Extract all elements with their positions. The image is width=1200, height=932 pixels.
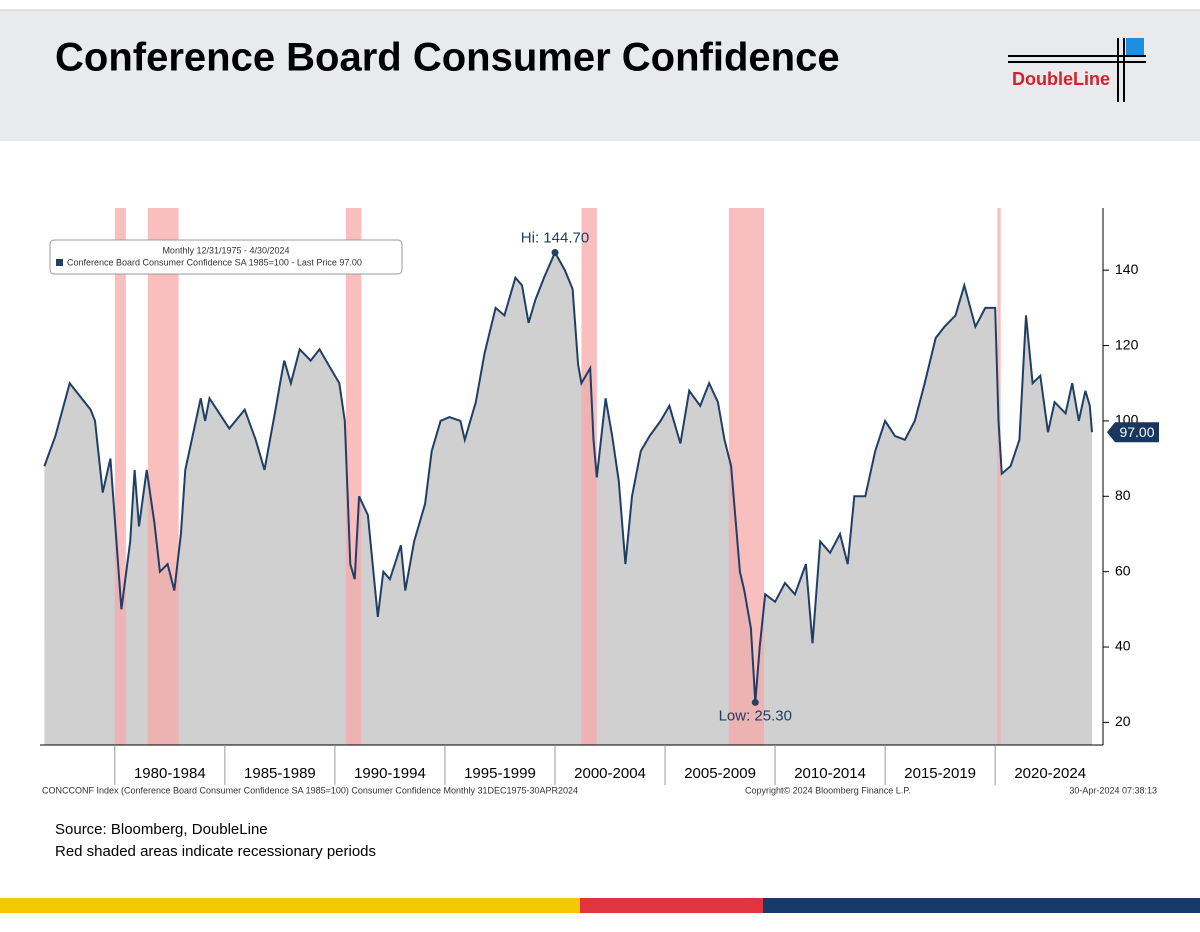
legend-swatch	[56, 259, 63, 266]
header-band	[0, 10, 1200, 141]
logo-text: DoubleLine	[1012, 69, 1110, 89]
legend-header: Monthly 12/31/1975 - 4/30/2024	[162, 245, 289, 255]
extreme-marker	[551, 248, 559, 256]
y-tick-label: 20	[1115, 713, 1131, 729]
annotation: Low: 25.30	[719, 707, 792, 724]
footer-right: 30-Apr-2024 07:38:13	[1069, 785, 1157, 795]
color-bar	[0, 898, 580, 913]
x-tick-label: 2000-2004	[574, 765, 646, 782]
x-tick-label: 1985-1989	[244, 765, 316, 782]
area	[44, 252, 1092, 745]
recession-band	[581, 208, 597, 745]
x-tick-label: 1995-1999	[464, 765, 536, 782]
y-tick-label: 40	[1115, 638, 1131, 654]
x-tick-label: 2015-2019	[904, 765, 976, 782]
color-bar	[580, 898, 763, 913]
y-tick-label: 60	[1115, 562, 1131, 578]
y-tick-label: 80	[1115, 487, 1131, 503]
last-price-tag	[1107, 422, 1159, 443]
x-tick-label: 2020-2024	[1014, 765, 1086, 782]
footer-center: Copyright© 2024 Bloomberg Finance L.P.	[745, 785, 911, 795]
annotation: Hi: 144.70	[521, 229, 589, 246]
extreme-marker	[751, 698, 759, 706]
line	[43, 250, 1093, 703]
last-price-label: 97.00	[1119, 424, 1154, 440]
logo-square	[1126, 38, 1144, 56]
recession-band	[147, 208, 179, 745]
recession-band	[114, 208, 126, 745]
recession-band	[345, 208, 362, 745]
recession-band	[997, 208, 1001, 745]
legend-box	[49, 239, 403, 275]
x-tick-label: 2005-2009	[684, 765, 756, 782]
slide-title: Conference Board Consumer Confidence	[55, 36, 840, 80]
y-tick-label: 120	[1115, 336, 1139, 352]
recession-note: Red shaded areas indicate recessionary p…	[55, 843, 376, 860]
x-tick-label: 2010-2014	[794, 765, 866, 782]
color-bar	[763, 898, 1200, 913]
legend-label: Conference Board Consumer Confidence SA …	[67, 257, 362, 267]
y-tick-label: 140	[1115, 261, 1139, 277]
logo: DoubleLine	[1008, 38, 1146, 102]
source-note: Source: Bloomberg, DoubleLine	[55, 821, 268, 838]
footer-left: CONCCONF Index (Conference Board Consume…	[42, 785, 578, 795]
x-tick-label: 1980-1984	[134, 765, 206, 782]
x-tick-label: 1990-1994	[354, 765, 426, 782]
